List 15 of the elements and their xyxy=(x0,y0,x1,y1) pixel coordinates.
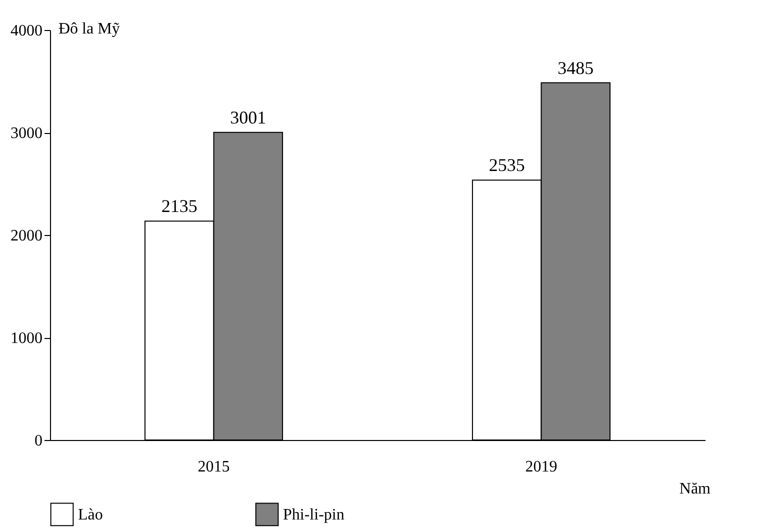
x-tick-label: 2019 xyxy=(525,458,558,476)
data-label: 2535 xyxy=(488,155,525,176)
x-tick-label: 2015 xyxy=(198,458,230,476)
y-tick-label: 0 xyxy=(34,432,42,450)
legend-label: Lào xyxy=(78,506,103,524)
y-tick-label: 3000 xyxy=(10,125,42,142)
data-label: 3485 xyxy=(558,58,594,78)
y-tick-label: 4000 xyxy=(10,22,42,40)
legend-label: Phi-li-pin xyxy=(283,506,344,524)
y-tick-label: 1000 xyxy=(10,330,42,347)
x-axis-title: Năm xyxy=(679,480,712,498)
y-tick-label: 2000 xyxy=(10,228,42,244)
data-label: 2135 xyxy=(161,196,198,216)
data-label: 3001 xyxy=(230,107,266,128)
y-axis-title: Đô la Mỹ xyxy=(58,20,120,38)
